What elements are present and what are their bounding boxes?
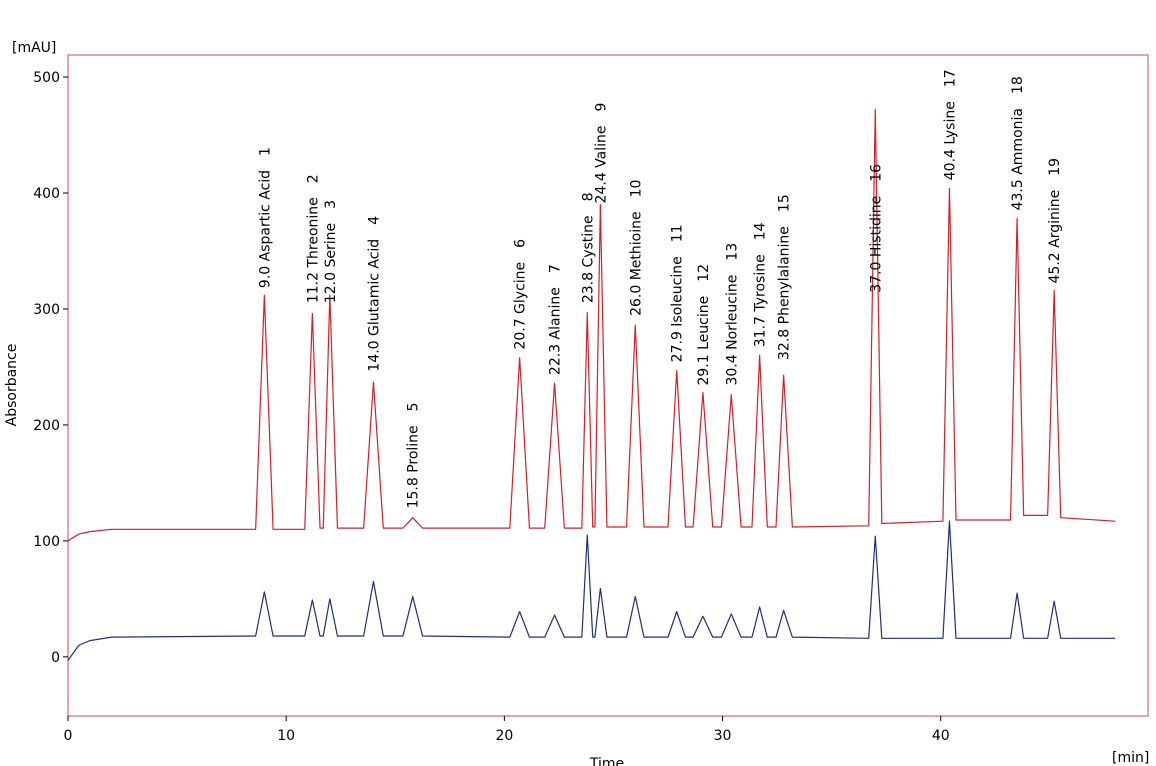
peak-name: 40.4 Lysine bbox=[942, 101, 958, 180]
y-unit: [mAU] bbox=[12, 40, 56, 56]
x-axis-label: Time bbox=[589, 756, 624, 766]
trace bbox=[67, 520, 1116, 661]
peak-label: 20.7 Glycine 6 bbox=[513, 239, 529, 350]
peak-name: 30.4 Norleucine bbox=[724, 275, 740, 386]
peak-label: 9.0 Aspartic Acid 1 bbox=[257, 147, 273, 288]
x-tick-label: 10 bbox=[277, 728, 295, 744]
y-axis-label: Absorbance bbox=[4, 344, 20, 427]
peak-label: 37.0 Histidine 16 bbox=[868, 164, 884, 293]
peak-name: 22.3 Alanine bbox=[548, 287, 564, 375]
y-tick-label: 100 bbox=[33, 534, 60, 550]
peak-name: 11.2 Threonine bbox=[305, 197, 321, 303]
peak-label: 11.2 Threonine 2 bbox=[305, 174, 321, 303]
peak-label: 12.0 Serine 3 bbox=[323, 200, 339, 303]
peak-label: 23.8 Cystine 8 bbox=[580, 192, 596, 303]
peak-number: 3 bbox=[323, 200, 339, 209]
peak-number: 5 bbox=[406, 402, 422, 411]
x-tick-label: 40 bbox=[932, 728, 950, 744]
peak-number: 14 bbox=[753, 222, 769, 240]
peak-number: 11 bbox=[670, 224, 686, 242]
peak-label: 14.0 Glutamic Acid 4 bbox=[366, 216, 382, 372]
peak-name: 37.0 Histidine bbox=[868, 196, 884, 293]
peak-label: 45.2 Arginine 19 bbox=[1047, 158, 1063, 284]
peak-label: 43.5 Ammonia 18 bbox=[1010, 76, 1026, 210]
peak-number: 7 bbox=[548, 264, 564, 273]
peak-name: 27.9 Isoleucine bbox=[670, 256, 686, 362]
peak-name: 32.8 Phenylalanine bbox=[777, 226, 793, 360]
peak-number: 8 bbox=[580, 192, 596, 201]
peak-number: 10 bbox=[628, 180, 644, 198]
peak-number: 19 bbox=[1047, 158, 1063, 176]
peak-label: 29.1 Leucine 12 bbox=[696, 264, 712, 386]
peak-label: 26.0 Methioine 10 bbox=[628, 180, 644, 316]
peak-number: 16 bbox=[868, 164, 884, 182]
y-tick-label: 200 bbox=[33, 418, 60, 434]
peak-label: 30.4 Norleucine 13 bbox=[724, 243, 740, 386]
plot-frame bbox=[67, 54, 1149, 717]
peak-label: 24.4 Valine 9 bbox=[593, 103, 609, 204]
peak-number: 1 bbox=[257, 147, 273, 156]
peak-name: 14.0 Glutamic Acid bbox=[366, 239, 382, 372]
y-tick-label: 0 bbox=[51, 650, 60, 666]
trace bbox=[67, 108, 1116, 542]
peak-number: 17 bbox=[942, 69, 958, 87]
x-tick-label: 30 bbox=[714, 728, 732, 744]
y-tick-label: 400 bbox=[33, 186, 60, 202]
peak-label: 22.3 Alanine 7 bbox=[548, 264, 564, 375]
peak-label: 32.8 Phenylalanine 15 bbox=[777, 194, 793, 360]
peak-number: 15 bbox=[777, 194, 793, 212]
peak-name: 20.7 Glycine bbox=[513, 262, 529, 350]
peak-name: 24.4 Valine bbox=[593, 125, 609, 203]
peak-number: 9 bbox=[593, 103, 609, 112]
y-tick-label: 500 bbox=[33, 70, 60, 86]
x-unit: [min] bbox=[1112, 750, 1149, 766]
peak-name: 15.8 Proline bbox=[406, 425, 422, 508]
y-tick-label: 300 bbox=[33, 302, 60, 318]
peak-name: 31.7 Tyrosine bbox=[753, 254, 769, 347]
peak-number: 2 bbox=[305, 174, 321, 183]
x-tick-label: 20 bbox=[495, 728, 513, 744]
peak-name: 29.1 Leucine bbox=[696, 296, 712, 386]
peak-number: 18 bbox=[1010, 76, 1026, 94]
x-tick-label: 0 bbox=[64, 728, 73, 744]
peak-name: 43.5 Ammonia bbox=[1010, 108, 1026, 210]
peak-number: 6 bbox=[513, 239, 529, 248]
peak-name: 23.8 Cystine bbox=[580, 215, 596, 303]
peak-label: 31.7 Tyrosine 14 bbox=[753, 222, 769, 347]
peak-label: 27.9 Isoleucine 11 bbox=[670, 224, 686, 362]
peak-name: 9.0 Aspartic Acid bbox=[257, 170, 273, 288]
peak-number: 13 bbox=[724, 243, 740, 261]
peak-label: 15.8 Proline 5 bbox=[406, 402, 422, 508]
peak-number: 4 bbox=[366, 216, 382, 225]
peak-name: 12.0 Serine bbox=[323, 223, 339, 303]
peak-name: 45.2 Arginine bbox=[1047, 190, 1063, 284]
peak-name: 26.0 Methioine bbox=[628, 211, 644, 316]
peak-label: 40.4 Lysine 17 bbox=[942, 69, 958, 180]
peak-number: 12 bbox=[696, 264, 712, 282]
